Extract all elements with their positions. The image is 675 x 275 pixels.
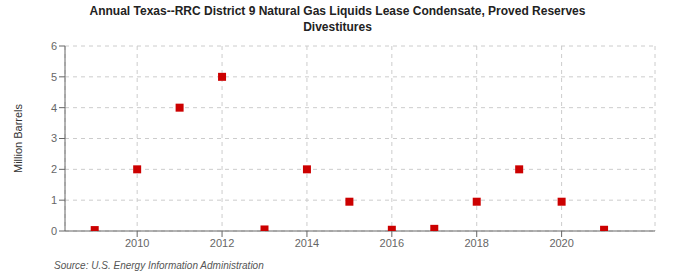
html-text:Source: U.S. Energy Informatio: Source: U.S. Energy Information Administ… (54, 260, 264, 271)
svg-text:4: 4 (51, 102, 57, 114)
svg-text:6: 6 (51, 40, 57, 52)
svg-text:0: 0 (51, 225, 57, 237)
svg-text:2016: 2016 (380, 237, 404, 249)
html-text:Annual Texas--RRC District 9 N: Annual Texas--RRC District 9 Natural Gas… (89, 4, 586, 34)
svg-text:2020: 2020 (549, 237, 573, 249)
svg-text:2: 2 (51, 163, 57, 175)
svg-text:Million Barrels: Million Barrels (12, 103, 24, 173)
svg-text:2010: 2010 (125, 237, 149, 249)
svg-text:2012: 2012 (210, 237, 234, 249)
svg-text:5: 5 (51, 71, 57, 83)
svg-text:2018: 2018 (464, 237, 488, 249)
svg-text:1: 1 (51, 194, 57, 206)
svg-text:3: 3 (51, 132, 57, 144)
svg-text:2014: 2014 (295, 237, 319, 249)
